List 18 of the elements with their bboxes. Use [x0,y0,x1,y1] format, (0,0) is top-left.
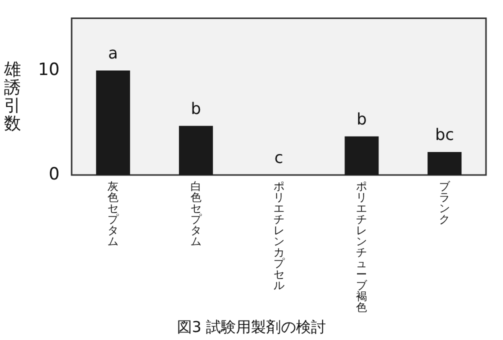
text: 図3 試験用製剤の検討 [176,318,328,337]
x-tick-label: 灰色セプタム [108,180,119,248]
bar [178,126,213,175]
y-tick-label: 0 [48,164,60,184]
category-label: ポリエチレンカプセル [273,180,284,292]
bar [428,152,462,175]
bar [344,136,379,175]
x-tick-label: ブランク [439,180,450,226]
data-label: c [274,148,284,168]
data-label: bc [435,125,454,144]
x-tick-label: 白色セプタム [190,180,202,248]
y-axis-title: 雄誘引数 [4,60,21,134]
data-label: a [108,44,118,63]
data-label: b [190,99,202,118]
data-label: b [356,109,367,128]
y-tick-label: 10 [38,60,60,80]
category-label: ポリエチレンチューブ褐色 [356,180,368,314]
bar [96,70,130,175]
